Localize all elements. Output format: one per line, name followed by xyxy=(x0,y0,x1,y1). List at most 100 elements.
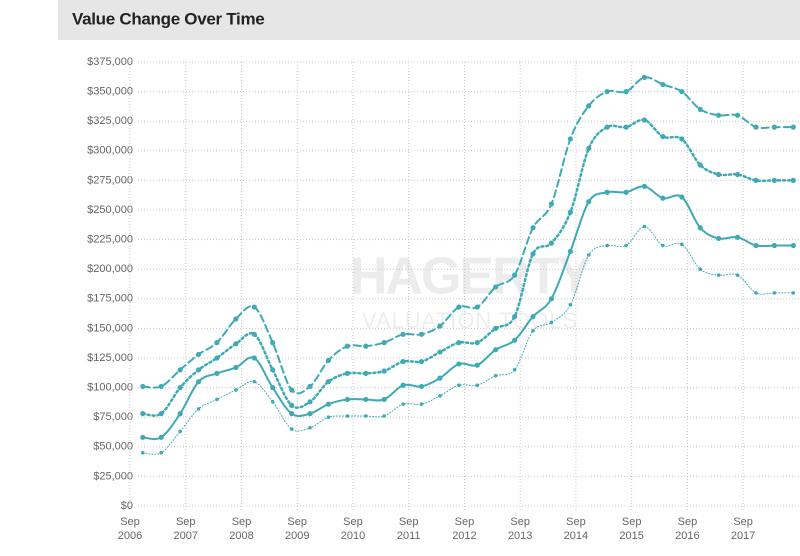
data-point xyxy=(344,396,350,403)
data-point xyxy=(753,177,759,183)
data-point xyxy=(289,387,295,393)
data-point xyxy=(158,411,164,417)
data-point xyxy=(438,394,442,398)
data-point xyxy=(177,411,183,417)
data-point xyxy=(158,434,164,440)
data-point xyxy=(531,328,535,333)
data-point xyxy=(661,243,665,248)
data-point xyxy=(548,201,554,207)
data-point xyxy=(307,399,313,405)
y-tick-label: $200,000 xyxy=(87,263,133,275)
data-point xyxy=(308,426,312,430)
header-bar xyxy=(58,0,800,40)
data-point xyxy=(233,364,239,371)
data-point xyxy=(400,331,406,337)
data-point xyxy=(734,234,741,240)
data-point xyxy=(716,171,722,178)
data-point xyxy=(419,402,424,406)
data-point xyxy=(195,351,202,358)
y-tick-label: $0 xyxy=(121,500,133,512)
data-point xyxy=(252,379,257,384)
data-point xyxy=(771,177,777,183)
data-point xyxy=(641,74,648,80)
data-point xyxy=(734,171,741,178)
data-point xyxy=(642,224,647,229)
data-point xyxy=(381,340,387,346)
data-point xyxy=(791,291,796,295)
data-point xyxy=(623,189,629,195)
data-point xyxy=(698,267,703,272)
y-tick-label: $250,000 xyxy=(87,204,133,216)
data-point xyxy=(418,331,425,337)
data-point xyxy=(270,340,276,346)
data-point xyxy=(382,414,386,418)
data-point xyxy=(325,401,332,407)
y-tick-label: $50,000 xyxy=(93,441,133,453)
data-point xyxy=(680,242,684,247)
data-point xyxy=(456,340,462,346)
data-point xyxy=(141,450,145,455)
data-point xyxy=(215,397,219,402)
data-point xyxy=(233,316,239,322)
data-point xyxy=(196,407,201,411)
data-point xyxy=(195,367,202,373)
data-point xyxy=(679,136,685,142)
data-point xyxy=(530,251,536,257)
data-point xyxy=(753,242,759,249)
data-point xyxy=(233,341,239,347)
x-tick-label: Sep 2013 xyxy=(508,516,532,542)
data-point xyxy=(307,383,313,390)
x-tick-label: Sep 2008 xyxy=(229,516,253,542)
y-tick-label: $175,000 xyxy=(87,293,133,305)
data-point xyxy=(178,429,182,434)
data-point xyxy=(567,209,573,215)
y-tick-label: $75,000 xyxy=(93,411,133,423)
data-point xyxy=(697,106,703,112)
data-point xyxy=(457,383,461,388)
data-point xyxy=(586,145,592,152)
data-point xyxy=(289,411,295,417)
data-point xyxy=(753,124,759,130)
data-point xyxy=(697,162,703,168)
chart-title: Value Change Over Time xyxy=(72,9,264,28)
data-point xyxy=(400,382,406,388)
data-point xyxy=(159,450,164,455)
data-point xyxy=(790,177,796,183)
data-point xyxy=(568,302,573,307)
watermark: HAGERTY xyxy=(350,248,592,306)
y-tick-label: $225,000 xyxy=(87,234,133,246)
data-point xyxy=(270,385,276,391)
y-tick-label: $100,000 xyxy=(87,382,133,394)
data-point xyxy=(474,362,480,368)
data-point xyxy=(679,194,685,200)
data-point xyxy=(716,235,722,242)
data-point xyxy=(716,112,722,118)
data-point xyxy=(401,402,405,406)
data-point xyxy=(771,124,777,130)
y-tick-label: $275,000 xyxy=(87,174,133,186)
x-tick-label: Sep 2006 xyxy=(118,516,142,542)
data-point xyxy=(493,284,499,290)
x-tick-label: Sep 2016 xyxy=(675,516,699,542)
data-point xyxy=(735,273,740,277)
data-point xyxy=(363,370,369,376)
data-point xyxy=(270,400,275,404)
data-point xyxy=(214,370,220,376)
data-point xyxy=(214,355,220,361)
x-tick-label: Sep 2007 xyxy=(173,516,197,542)
y-tick-label: $300,000 xyxy=(87,145,133,157)
y-tick-label: $350,000 xyxy=(87,86,133,98)
data-point xyxy=(660,133,666,140)
x-tick-label: Sep 2011 xyxy=(397,516,421,542)
watermark: VALUATION TOOLS xyxy=(362,308,578,333)
y-tick-label: $375,000 xyxy=(87,56,133,68)
data-point xyxy=(251,331,257,337)
data-point xyxy=(605,243,609,248)
data-point xyxy=(289,427,294,431)
series-line xyxy=(141,76,795,395)
data-point xyxy=(344,343,350,349)
data-point xyxy=(548,240,554,246)
data-point xyxy=(251,304,257,310)
data-point xyxy=(623,89,629,95)
data-point xyxy=(381,368,387,374)
